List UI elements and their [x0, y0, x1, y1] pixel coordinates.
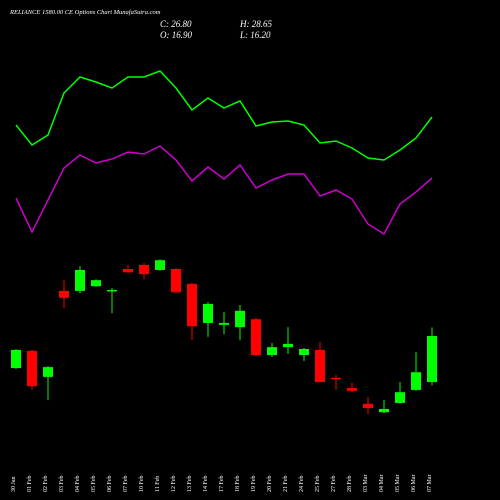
- candle-body: [107, 289, 117, 292]
- candle-body: [283, 343, 293, 348]
- x-tick-label: 07 Mar: [427, 475, 433, 493]
- candle-body: [411, 372, 421, 390]
- candle-body: [27, 350, 37, 387]
- ohlc-open: O: 16.90: [160, 30, 192, 40]
- ohlc-high: H: 28.65: [239, 19, 272, 29]
- candle-body: [235, 310, 245, 328]
- candle-body: [75, 269, 85, 291]
- candle-body: [43, 367, 53, 377]
- candle-body: [171, 269, 181, 293]
- x-tick-label: 03 Feb: [59, 476, 65, 493]
- chart-title: RELIANCE 1580.00 CE Options Chart Munafa…: [9, 9, 161, 16]
- ohlc-close: C: 26.80: [160, 19, 192, 29]
- x-tick-label: 05 Mar: [395, 475, 401, 493]
- x-tick-label: 30 Jan: [11, 477, 17, 493]
- x-tick-label: 19 Feb: [251, 476, 257, 493]
- candle-body: [187, 283, 197, 327]
- candle-body: [203, 303, 213, 323]
- x-tick-label: 04 Mar: [379, 475, 385, 493]
- indicator-line: [15, 70, 433, 161]
- x-tick-label: 04 Feb: [75, 476, 81, 493]
- x-tick-label: 11 Feb: [155, 476, 161, 492]
- x-tick-label: 12 Feb: [171, 476, 177, 493]
- candle-body: [299, 348, 309, 356]
- candle-body: [331, 377, 341, 380]
- x-tick-label: 01 Feb: [27, 476, 33, 493]
- candle-body: [219, 322, 229, 325]
- x-tick-label: 24 Feb: [299, 476, 305, 493]
- candle-body: [363, 403, 373, 409]
- x-tick-label: 21 Feb: [283, 476, 289, 493]
- candle-body: [267, 347, 277, 356]
- x-tick-label: 14 Feb: [203, 476, 209, 493]
- candle-body: [59, 290, 69, 298]
- x-tick-label: 17 Feb: [219, 476, 225, 493]
- x-tick-label: 13 Feb: [187, 476, 193, 493]
- candle-body: [11, 349, 21, 369]
- x-tick-label: 28 Feb: [347, 476, 353, 493]
- x-tick-label: 27 Feb: [331, 476, 337, 493]
- x-tick-label: 25 Feb: [315, 476, 321, 493]
- ohlc-low: L: 16.20: [239, 30, 271, 40]
- candle-body: [427, 335, 437, 382]
- x-tick-label: 05 Feb: [91, 476, 97, 493]
- candle-body: [347, 388, 357, 391]
- x-tick-label: 18 Feb: [235, 476, 241, 493]
- x-tick-label: 06 Mar: [411, 475, 417, 493]
- x-tick-label: 03 Mar: [363, 475, 369, 493]
- candle-body: [155, 260, 165, 270]
- candle-body: [379, 408, 389, 413]
- x-tick-label: 07 Feb: [123, 476, 129, 493]
- candle-body: [139, 264, 149, 275]
- candle-body: [251, 319, 261, 356]
- x-tick-label: 06 Feb: [107, 476, 113, 493]
- x-tick-label: 02 Feb: [43, 476, 49, 493]
- candle-body: [91, 280, 101, 287]
- x-tick-label: 10 Feb: [139, 476, 145, 493]
- x-tick-label: 20 Feb: [267, 476, 273, 493]
- candle-body: [315, 349, 325, 382]
- indicator-line: [15, 145, 433, 236]
- candle-body: [395, 392, 405, 403]
- candle-body: [123, 269, 133, 273]
